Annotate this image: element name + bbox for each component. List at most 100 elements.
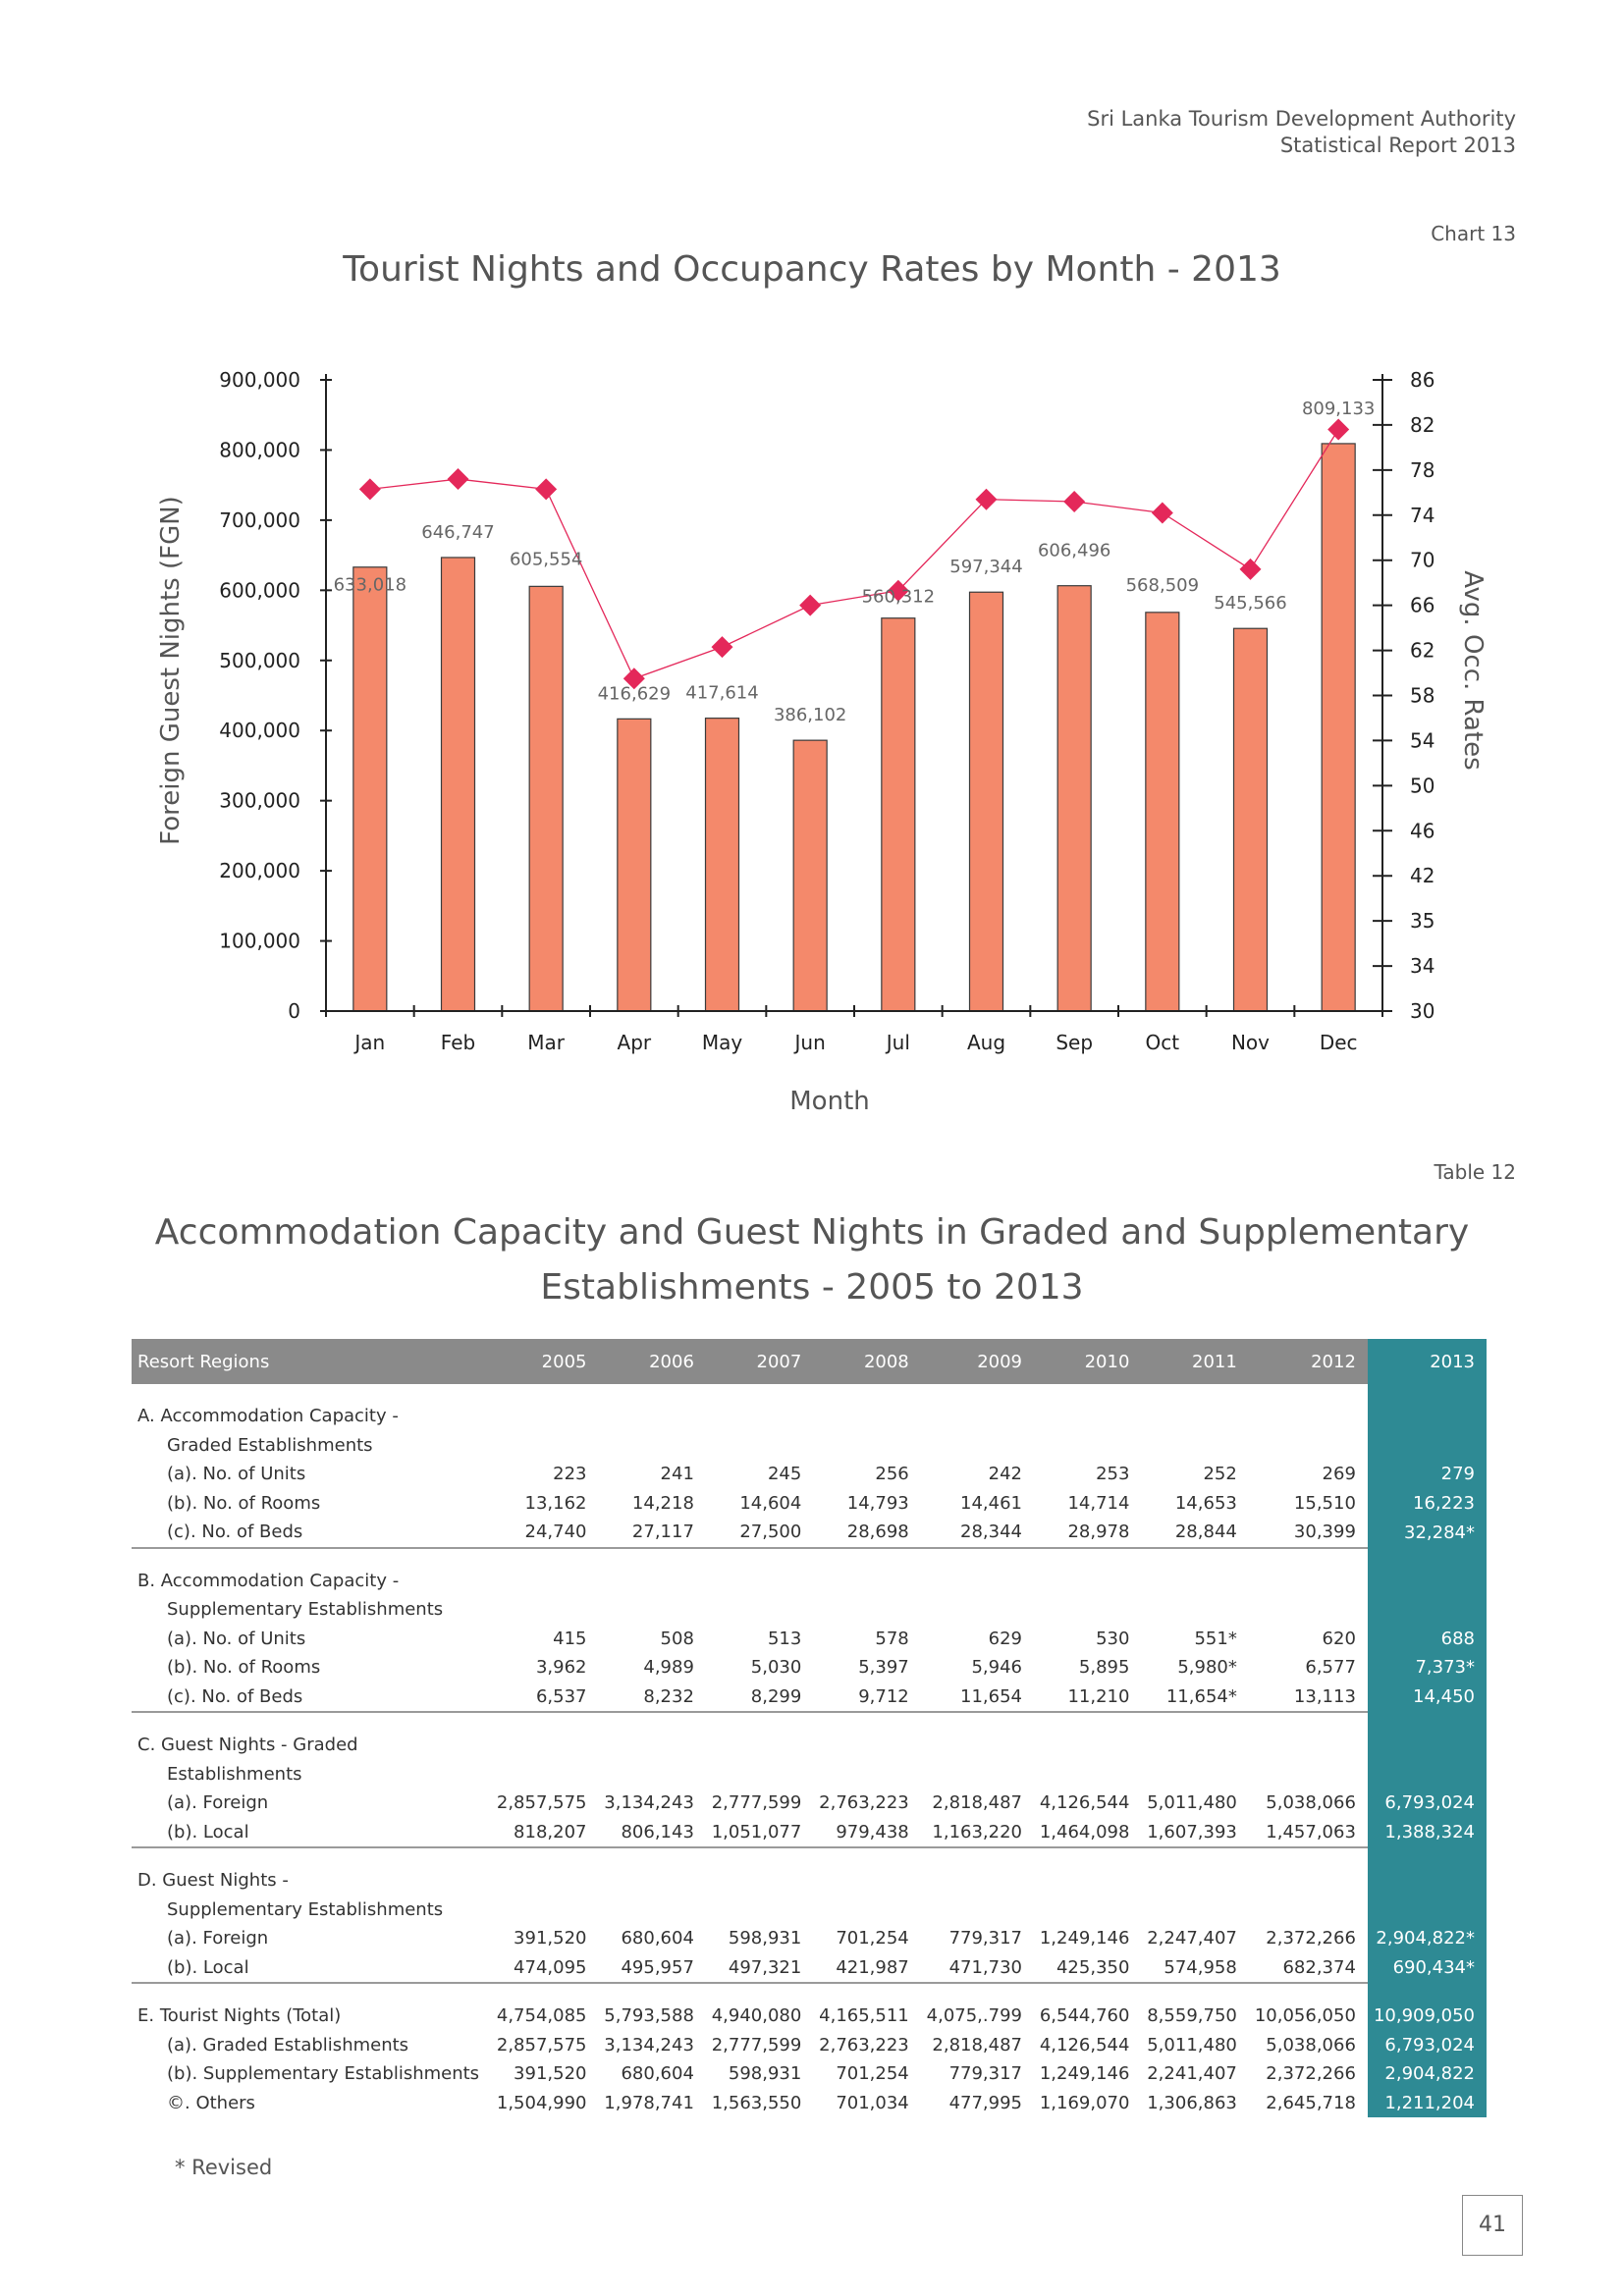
table-row: (a). No. of Units 415 508 513 578 629 530 551* 6… [132,1624,1487,1653]
table-cell [1249,1384,1368,1402]
table-cell: 2,904,822* [1367,1924,1487,1953]
table-row: B. Accommodation Capacity - [132,1566,1487,1596]
table-cell: 779,317 [948,1928,1022,1949]
chart-title: Tourist Nights and Occupancy Rates by Mo… [343,249,1281,290]
table-cell: 269 [1322,1464,1356,1485]
row-label: B. Accommodation Capacity - [137,1570,400,1591]
table-cell [1141,1567,1248,1596]
table-cell: 245 [767,1464,802,1485]
y-tick-label: 100,000 [219,930,300,953]
table-cell [921,1712,1034,1731]
page-number: 41 [1462,2195,1523,2256]
table-cell: 5,895 [1078,1657,1130,1679]
y2-axis-title: Avg. Occ. Rates [1458,570,1488,770]
report-header: Sri Lanka Tourism Development Authority … [1087,106,1516,159]
table-cell: 818,207 [491,1817,599,1848]
table-cell [706,1896,813,1925]
row-label: (a). No. of Units [167,1464,306,1485]
table-cell: 5,038,066 [1266,1792,1356,1814]
table-cell [491,1760,598,1789]
table-cell: 415 [553,1628,587,1649]
table-cell [813,1896,920,1925]
table-cell [813,1431,920,1461]
table-cell [921,1866,1034,1896]
table-cell: 551* [1194,1628,1237,1649]
table-row: Supplementary Establishments [132,1895,1487,1925]
row-label: (a). Graded Establishments [167,2034,409,2056]
table-cell [1367,1547,1487,1567]
table-cell [1249,1431,1368,1461]
table-cell [598,1896,705,1925]
occupancy-point [711,636,733,659]
occupancy-point [358,478,381,501]
table-cell [813,1760,920,1789]
table-cell: 2,763,223 [819,1792,909,1814]
table-cell: 530 [1096,1628,1130,1649]
x-tick-label: Jun [793,1031,826,1054]
bar-data-label: 597,344 [949,557,1022,577]
y-tick-label: 0 [288,999,300,1023]
table-cell: 1,607,393 [1141,1817,1249,1848]
table-label: Table 12 [1434,1160,1516,1184]
table-cell: 14,653 [1174,1492,1237,1514]
table-cell [598,1712,705,1731]
y2-tick-label: 74 [1410,504,1435,527]
table-cell [491,1983,598,2002]
x-tick-label: Aug [967,1031,1005,1054]
bar [704,718,740,1012]
table-cell: 1,211,204 [1367,2088,1487,2117]
table-cell: 779,317 [948,2063,1022,2085]
table-row: C. Guest Nights - Graded [132,1731,1487,1760]
table-cell: 8,559,750 [1147,2005,1237,2027]
table-row: A. Accommodation Capacity - [132,1402,1487,1431]
table-cell [1249,1595,1368,1625]
table-cell: 5,030 [750,1657,802,1679]
occupancy-point [1327,418,1350,441]
table-cell: 5,397 [858,1657,909,1679]
table-cell: 30,399 [1248,1518,1368,1549]
table-cell [1367,1595,1487,1625]
table-cell [706,1866,813,1896]
bar-data-label: 386,102 [774,705,846,725]
table-cell: 1,388,324 [1367,1817,1487,1847]
table-cell [1034,1983,1141,2002]
table-cell: 223 [553,1464,587,1485]
table-cell: 2,372,266 [1266,2063,1356,2085]
table-cell: 2,857,575 [496,1792,587,1814]
table-cell: 32,284* [1367,1518,1487,1548]
table-row: (a). No. of Units 223 241 245 256 242 253 252 26… [132,1460,1487,1489]
table-row: (b). No. of Rooms 13,162 14,218 14,604 14,79… [132,1488,1487,1518]
table-cell: 27,117 [598,1518,706,1549]
table-cell: 513 [767,1628,802,1649]
header-year: 2006 [598,1339,706,1384]
table-cell [1034,1384,1141,1402]
table-cell [706,1431,813,1461]
y2-tick-label: 35 [1410,909,1435,933]
table-cell [1141,1548,1248,1567]
table-cell [813,1384,920,1402]
table-cell: 578 [875,1628,909,1649]
table-cell [1367,1566,1487,1595]
table-cell: 256 [875,1464,909,1485]
table-cell [1034,1896,1141,1925]
table-cell: 1,464,098 [1034,1817,1142,1848]
row-label [132,1983,491,2002]
bar-data-label: 606,496 [1038,541,1110,561]
table-cell: 474,095 [491,1952,599,1984]
table-cell: 598,931 [728,1928,802,1949]
table-cell: 14,714 [1067,1492,1130,1514]
table-cell [598,1983,705,2002]
table-cell [1367,1895,1487,1924]
occupancy-point [887,579,909,602]
table-cell: 688 [1367,1624,1487,1653]
table-row: (b). Local 818,207 806,143 1,051,077 979,438… [132,1817,1487,1848]
occupancy-point [623,667,645,690]
table-cell [1034,1847,1141,1866]
table-cell [1141,1402,1248,1431]
table-cell [1367,1847,1487,1866]
table-cell: 620 [1322,1628,1356,1649]
table-cell: 4,989 [643,1657,694,1679]
table-cell [1034,1548,1141,1567]
table-cell [921,1847,1034,1866]
table-cell: 1,306,863 [1147,2092,1237,2113]
